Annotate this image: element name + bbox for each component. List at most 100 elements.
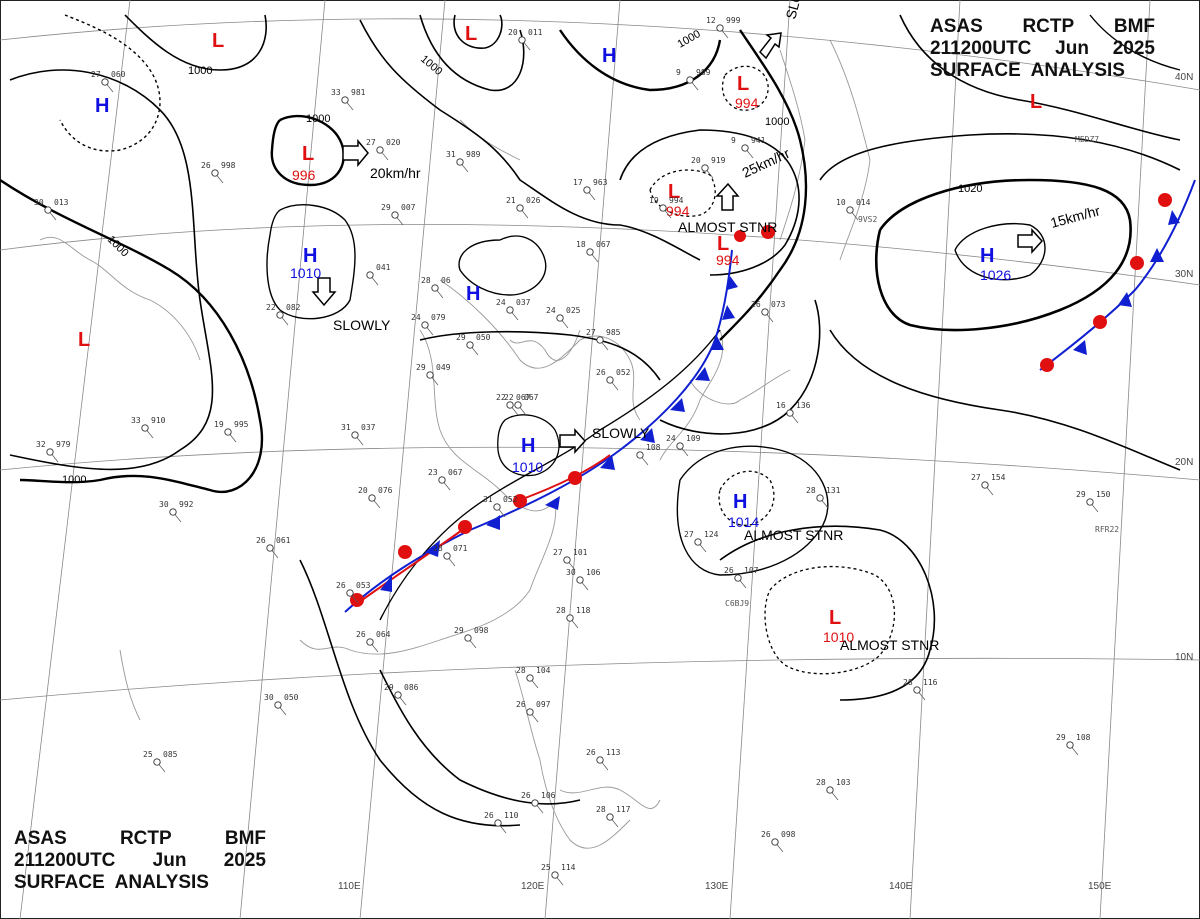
header-month: Jun (1055, 38, 1089, 59)
station-pressure: 995 (234, 420, 249, 429)
station-plot: 23 067 (428, 468, 463, 491)
station-plot: 26 098 (761, 830, 796, 853)
station-plot: 26 107 (724, 566, 759, 589)
station-plot: 24 037 (496, 298, 531, 321)
ship-id-label: 9VS2 (858, 215, 877, 224)
station-pressure: 053 (356, 581, 371, 590)
isobar-label: 1000 (188, 65, 212, 77)
station-circle-icon (368, 494, 376, 502)
lon-label: 120E (521, 881, 545, 892)
station-plot: 28 131 (806, 486, 841, 509)
pacific-front-line (1039, 179, 1196, 371)
station-temp: 29 (454, 626, 464, 635)
station-plot: 28 118 (556, 606, 591, 629)
station-circle-icon (531, 799, 539, 807)
svg-text:L: L (212, 30, 224, 52)
station-circle-icon (716, 24, 724, 32)
ship-id-label: MEDZ7 (1075, 135, 1099, 144)
station-plot: 28 117 (596, 805, 631, 828)
station-circle-icon (346, 589, 354, 597)
header-line-1: ASAS RCTP BMF (930, 16, 1155, 38)
high-pressure-center: H (602, 45, 616, 67)
station-pressure: 117 (616, 805, 631, 814)
station-plot: 24 025 (546, 306, 581, 329)
station-plots: 27 060 33 981 27 020 26 998 31 989 21 026 17 963 29 007… (34, 16, 1111, 886)
station-pressure: 998 (221, 161, 236, 170)
station-plot: 17 963 (573, 178, 608, 201)
station-pressure: 020 (386, 138, 401, 147)
lon-label: 140E (889, 881, 913, 892)
station-circle-icon (981, 481, 989, 489)
station-pressure: 007 (401, 203, 416, 212)
station-pressure: 919 (711, 156, 726, 165)
station-temp: 26 (596, 368, 606, 377)
station-pressure: 999 (726, 16, 741, 25)
station-plot: 9 989 (676, 68, 711, 91)
station-plot: 31 052 (483, 495, 518, 518)
ship-id-label: RFR22 (1095, 525, 1119, 534)
station-pressure: 136 (796, 401, 811, 410)
station-pressure: 107 (744, 566, 759, 575)
station-plot: 26 052 (596, 368, 631, 391)
station-circle-icon (366, 271, 374, 279)
station-temp: 20 (358, 486, 368, 495)
header-line-2: 211200UTC Jun 2025 (14, 850, 266, 872)
station-circle-icon (734, 574, 742, 582)
svg-text:994: 994 (716, 252, 740, 268)
station-pressure: 086 (404, 683, 419, 692)
station-circle-icon (596, 756, 604, 764)
station-temp: 28 (806, 486, 816, 495)
station-pressure: 113 (606, 748, 621, 757)
station-temp: 31 (446, 150, 456, 159)
svg-text:L: L (78, 329, 90, 351)
station-temp: 27 (91, 70, 101, 79)
station-pressure: 073 (771, 300, 786, 309)
station-plot: 9 941 (731, 136, 766, 159)
station-temp: 22 (496, 393, 506, 402)
lat-label: 10N (1175, 652, 1193, 663)
station-circle-icon (913, 686, 921, 694)
station-circle-icon (224, 428, 232, 436)
station-circle-icon (394, 691, 402, 699)
station-pressure: 110 (504, 811, 519, 820)
station-temp: 17 (573, 178, 583, 187)
lat-label: 20N (1175, 457, 1193, 468)
header-agency: ASAS (14, 828, 67, 849)
station-pressure: 150 (1096, 490, 1111, 499)
station-circle-icon (141, 424, 149, 432)
station-pressure: 067 (596, 240, 611, 249)
station-pressure: 076 (378, 486, 393, 495)
station-circle-icon (44, 206, 52, 214)
station-circle-icon (686, 76, 694, 84)
station-circle-icon (493, 503, 501, 511)
station-plot: 22 067 (504, 393, 539, 416)
station-temp: 31 (483, 495, 493, 504)
station-circle-icon (211, 169, 219, 177)
station-circle-icon (351, 431, 359, 439)
svg-text:1010: 1010 (512, 459, 543, 475)
station-pressure: 108 (1076, 733, 1091, 742)
motion-arrows (311, 32, 1044, 454)
station-plot: 27 985 (586, 328, 621, 351)
station-plot: 29 098 (454, 626, 489, 649)
station-pressure: 116 (923, 678, 938, 687)
station-temp: 26 (521, 791, 531, 800)
station-plot: 12 999 (706, 16, 741, 39)
station-pressure: 079 (431, 313, 446, 322)
station-circle-icon (464, 634, 472, 642)
station-pressure: 037 (361, 423, 376, 432)
station-temp: 29 (1056, 733, 1066, 742)
arrow-icon (342, 138, 369, 168)
station-pressure: 106 (541, 791, 556, 800)
station-circle-icon (551, 871, 559, 879)
cold-front-barbs (380, 210, 1180, 592)
arrow-icon (559, 428, 587, 454)
station-temp: 27 (586, 328, 596, 337)
station-temp: 28 (903, 678, 913, 687)
station-temp: 26 (586, 748, 596, 757)
station-circle-icon (1066, 741, 1074, 749)
station-pressure: 109 (686, 434, 701, 443)
station-temp: 26 (336, 581, 346, 590)
station-temp: 30 (159, 500, 169, 509)
